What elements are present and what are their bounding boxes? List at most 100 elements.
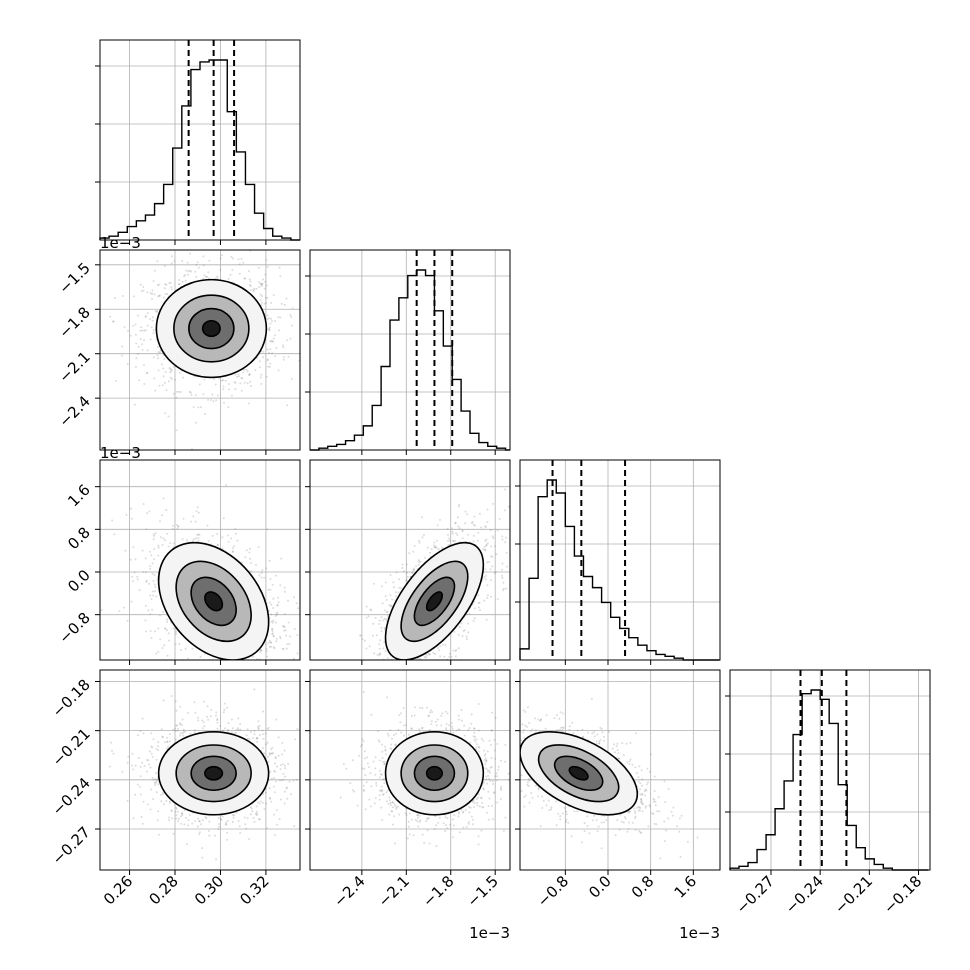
scatter-point	[167, 819, 170, 822]
scatter-point	[225, 823, 228, 826]
scatter-point	[270, 800, 273, 803]
scatter-point	[282, 356, 285, 358]
scatter-point	[182, 376, 185, 379]
scatter-point	[194, 421, 197, 424]
scatter-point	[139, 338, 142, 341]
contour-line	[201, 319, 221, 338]
scatter-point	[255, 805, 258, 808]
scatter-point	[370, 609, 373, 612]
scatter-point	[477, 606, 480, 609]
density-fill	[202, 320, 221, 337]
scatter-point	[157, 544, 160, 547]
scatter-point	[485, 544, 488, 546]
scatter-point	[471, 521, 474, 523]
y-tick-label: 0.8	[64, 523, 94, 553]
scatter-point	[159, 520, 161, 523]
scatter-point	[275, 637, 278, 640]
scatter-point	[383, 617, 386, 620]
scatter-point	[199, 406, 202, 409]
scatter-point	[271, 583, 274, 586]
scatter-point	[240, 257, 243, 260]
scatter-point	[446, 533, 449, 536]
scatter-point	[294, 738, 297, 741]
scatter-point	[249, 547, 251, 550]
scatter-point	[407, 661, 409, 663]
scatter-point	[272, 340, 275, 343]
scatter-point	[240, 389, 243, 392]
scatter-point	[188, 269, 191, 272]
scatter-point	[255, 667, 257, 669]
scatter-point	[270, 748, 272, 751]
scatter-point	[175, 724, 178, 727]
contour-line	[384, 541, 485, 660]
scatter-point	[260, 285, 263, 287]
scatter-point	[153, 781, 156, 784]
scatter-point	[230, 718, 233, 721]
scatter-point	[485, 574, 487, 577]
scatter-point	[460, 622, 463, 625]
scatter-point	[202, 255, 205, 258]
scatter-point	[179, 734, 182, 737]
scatter-point	[157, 650, 160, 653]
scatter-point	[288, 643, 291, 645]
scatter-point	[197, 266, 200, 269]
scatter-point	[192, 538, 195, 541]
scatter-point	[458, 626, 461, 628]
x-tick-label: −0.24	[782, 872, 827, 917]
scatter-point	[245, 368, 248, 371]
scatter-point	[155, 311, 158, 313]
scatter-point	[225, 484, 227, 487]
scatter-point	[455, 532, 458, 535]
scatter-point	[455, 648, 458, 651]
scatter-point	[394, 696, 396, 698]
scatter-point	[133, 403, 136, 406]
scatter-point	[134, 558, 137, 561]
scatter-point	[397, 591, 400, 594]
scatter-point	[501, 576, 504, 579]
scatter-point	[176, 527, 179, 530]
scatter-point	[152, 538, 155, 541]
scatter-point	[144, 316, 147, 318]
scatter-point	[417, 657, 420, 660]
scatter-point	[158, 294, 161, 297]
scatter-point	[421, 516, 424, 519]
scatter-point	[274, 791, 276, 794]
scatter-point	[393, 586, 395, 589]
scatter-point	[142, 800, 145, 803]
scatter-point	[257, 266, 260, 269]
scatter-point	[201, 856, 204, 859]
scatter-point	[241, 561, 244, 564]
scatter-point	[274, 574, 277, 577]
scatter-point	[392, 581, 395, 584]
scatter-point	[277, 369, 280, 372]
scatter-point	[305, 774, 307, 776]
scatter-point	[270, 645, 273, 648]
scatter-point	[378, 647, 381, 650]
scatter-point	[220, 818, 223, 821]
scatter-point	[280, 779, 283, 782]
scatter-point	[184, 279, 187, 282]
scatter-point	[484, 578, 487, 581]
scatter-point	[246, 382, 249, 385]
scatter-point	[153, 293, 156, 296]
scatter-point	[483, 549, 486, 551]
scatter-point	[139, 329, 142, 332]
histogram-panel: −0.27 −0.24 −0.21 −0.18	[725, 669, 931, 917]
scatter-point	[491, 535, 494, 538]
scatter-point	[289, 635, 292, 638]
scatter-point	[282, 625, 285, 628]
scatter-point	[418, 560, 421, 563]
scatter-point	[238, 667, 240, 669]
contour-line	[155, 278, 268, 379]
scatter-point	[255, 287, 258, 290]
scatter-point	[164, 381, 166, 384]
scatter-point	[284, 613, 286, 616]
scatter-point	[213, 378, 216, 381]
scatter-point	[181, 280, 184, 283]
scatter-point	[198, 383, 201, 386]
scatter-point	[170, 262, 173, 265]
scatter-point	[182, 517, 185, 520]
scatter-point	[289, 314, 292, 316]
scatter-point	[275, 612, 278, 615]
scatter-point	[266, 358, 269, 361]
